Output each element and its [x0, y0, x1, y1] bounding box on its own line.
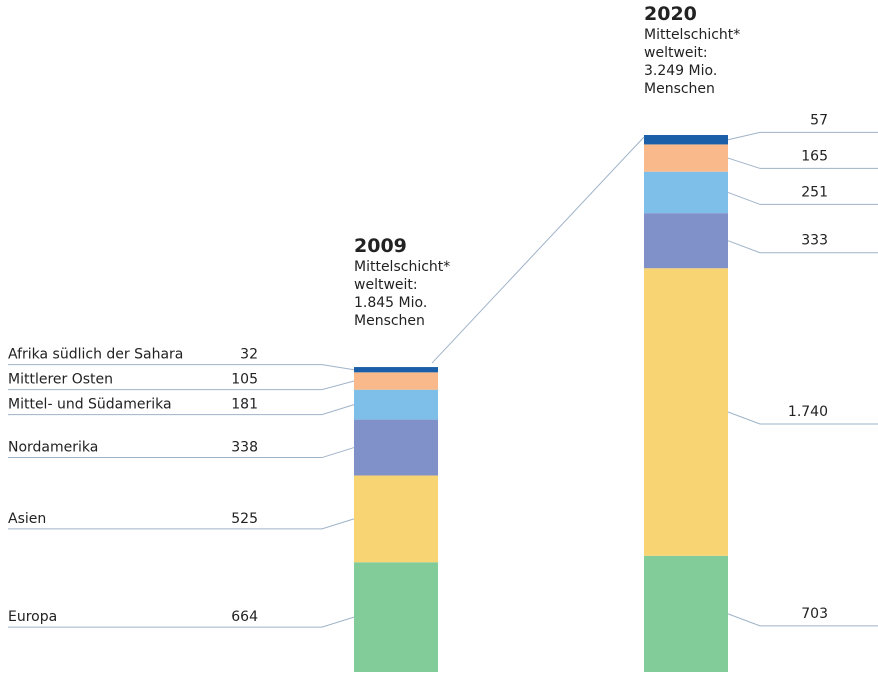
value-label: 181: [231, 397, 258, 413]
bar-annotation: weltweit:: [354, 277, 418, 293]
leader-line: [727, 157, 878, 169]
bar-heading: 2020: [644, 3, 697, 25]
bar-segment: [354, 419, 438, 476]
leader-line: [8, 364, 355, 371]
value-label: 32: [240, 347, 258, 363]
value-label: 105: [231, 372, 258, 388]
value-label: 251: [801, 184, 828, 200]
legend-label: Mittlerer Osten: [8, 372, 113, 388]
legend-label: Europa: [8, 609, 57, 625]
bar-annotation: Menschen: [644, 81, 715, 97]
value-label: 1.740: [788, 404, 828, 420]
value-label: 57: [810, 112, 828, 128]
bar-segment: [644, 171, 728, 214]
legend-label: Mittel- und Südamerika: [8, 397, 172, 413]
connector-line: [431, 136, 645, 364]
legend-label: Nordamerika: [8, 440, 98, 456]
leader-line: [8, 518, 355, 530]
bar-segment: [354, 562, 438, 672]
leader-line: [727, 240, 878, 254]
legend-label: Asien: [8, 511, 46, 527]
bar-annotation: weltweit:: [644, 45, 708, 61]
bar-annotation: Menschen: [354, 313, 425, 329]
bar-annotation: Mittelschicht*: [354, 259, 450, 275]
value-label: 703: [801, 606, 828, 622]
value-label: 165: [801, 148, 828, 164]
value-label: 525: [231, 511, 258, 527]
bar-segment: [354, 367, 438, 373]
leader-line: [727, 613, 878, 627]
leader-line: [727, 131, 878, 141]
bar-heading: 2009: [354, 235, 407, 257]
bar-annotation: Mittelschicht*: [644, 27, 740, 43]
value-label: 333: [801, 233, 828, 249]
legend-label: Afrika südlich der Sahara: [8, 347, 183, 363]
bar-segment: [644, 135, 728, 145]
bar-segment: [644, 213, 728, 269]
bar-segment: [644, 268, 728, 556]
bar-segment: [644, 144, 728, 172]
value-label: 664: [231, 609, 258, 625]
bar-segment: [354, 372, 438, 390]
bar-annotation: 3.249 Mio.: [644, 63, 717, 79]
leader-line: [8, 404, 355, 416]
bar-annotation: 1.845 Mio.: [354, 295, 427, 311]
leader-line: [8, 616, 355, 628]
bar-segment: [354, 389, 438, 420]
leader-line: [727, 191, 878, 205]
bar-segment: [644, 555, 728, 672]
leader-line: [8, 380, 355, 391]
bar-segment: [354, 475, 438, 563]
value-label: 338: [231, 440, 258, 456]
leader-line: [8, 447, 355, 459]
leader-line: [727, 411, 878, 425]
